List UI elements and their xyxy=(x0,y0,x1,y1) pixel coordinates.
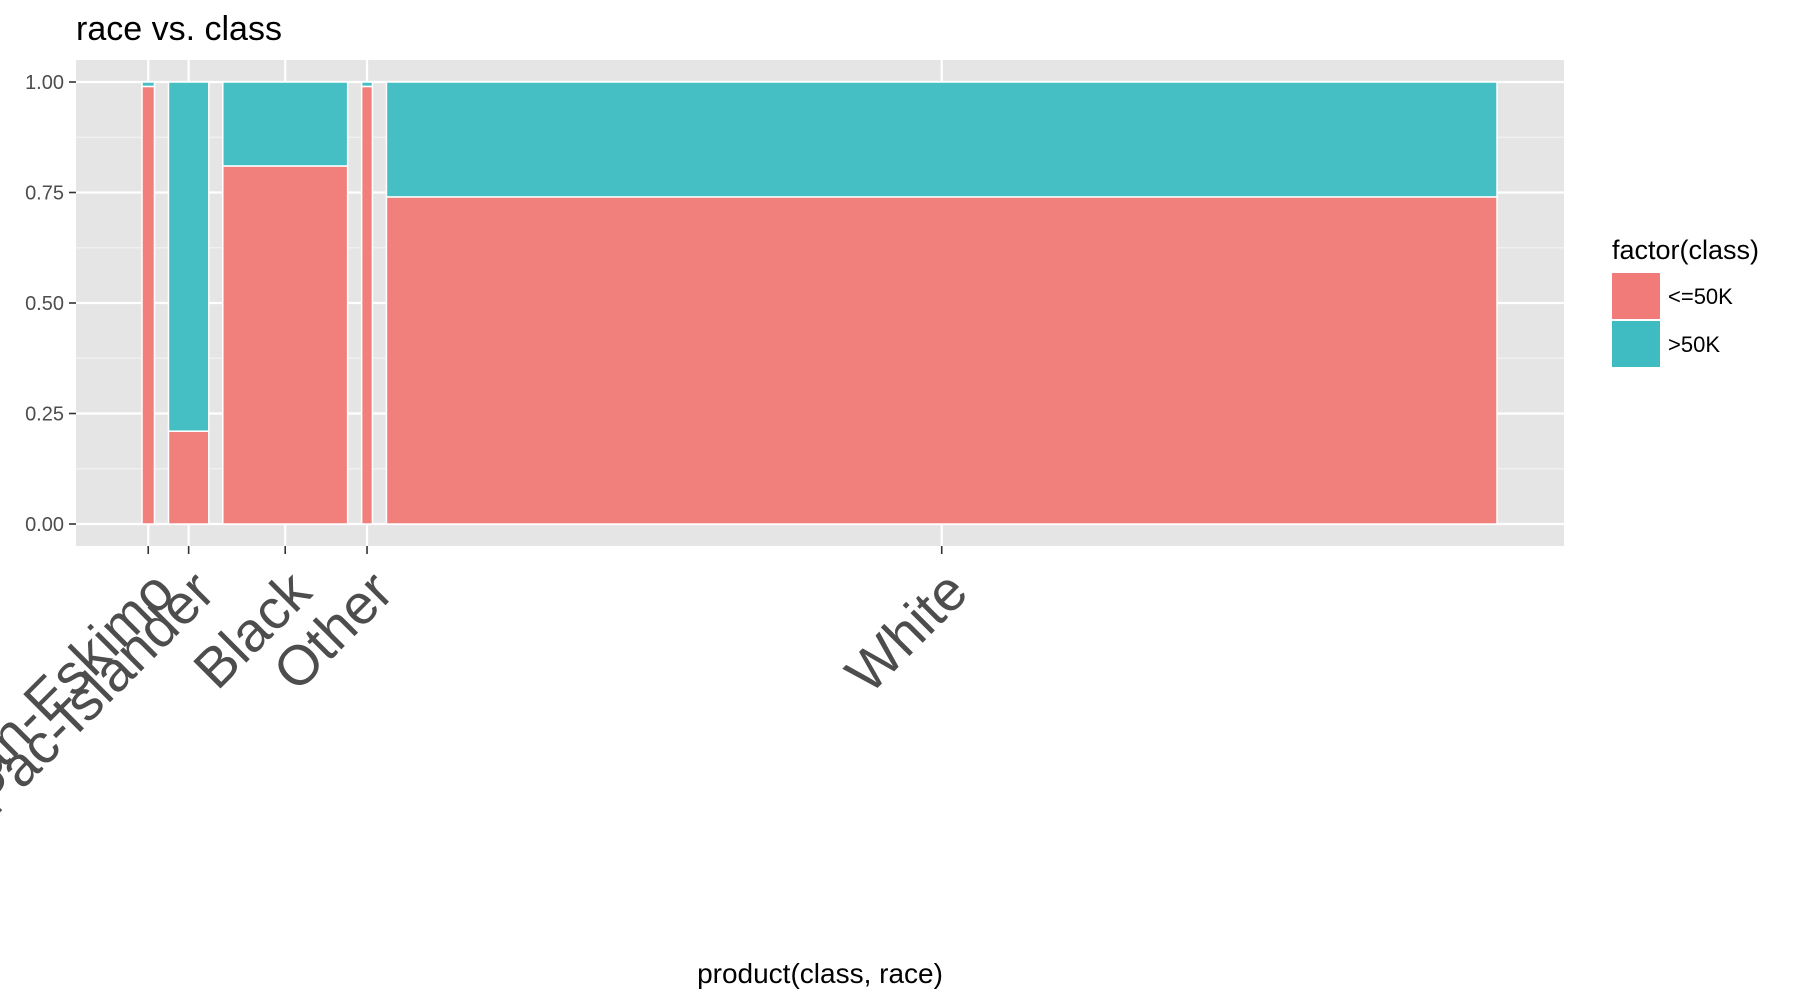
legend-label: >50K xyxy=(1668,332,1720,357)
legend-title: factor(class) xyxy=(1612,235,1759,265)
bar-segments xyxy=(141,81,1498,525)
bar-segment xyxy=(385,81,1498,198)
y-tick-label: 0.25 xyxy=(25,404,64,426)
bar-segment xyxy=(360,81,374,88)
legend-swatch xyxy=(1612,321,1660,367)
bar-segment xyxy=(141,81,156,88)
y-tick-label: 0.00 xyxy=(25,514,64,536)
y-tick-label: 1.00 xyxy=(25,72,64,94)
y-tick-label: 0.50 xyxy=(25,293,64,315)
x-tick-label: White xyxy=(833,559,979,705)
legend-items: <=50K >50K xyxy=(1612,273,1733,367)
bar-segment xyxy=(222,81,349,167)
bar-segment xyxy=(360,85,374,525)
bar-segment xyxy=(167,81,210,432)
x-axis: Amer-Indian-EskimoAsian-Pac-IslanderBlac… xyxy=(0,546,979,962)
bar-segment xyxy=(222,165,349,525)
x-axis-title: product(class, race) xyxy=(697,958,943,989)
bar-segment xyxy=(385,196,1498,525)
bar-segment xyxy=(167,430,210,525)
legend-swatch xyxy=(1612,273,1660,319)
y-tick-label: 0.75 xyxy=(25,183,64,205)
y-axis: 0.00 0.25 0.50 0.75 1.00 xyxy=(25,72,76,536)
bar-segment xyxy=(141,85,156,525)
chart-title: race vs. class xyxy=(76,10,282,48)
legend: factor(class) <=50K >50K xyxy=(1612,235,1759,367)
legend-label: <=50K xyxy=(1668,284,1733,309)
